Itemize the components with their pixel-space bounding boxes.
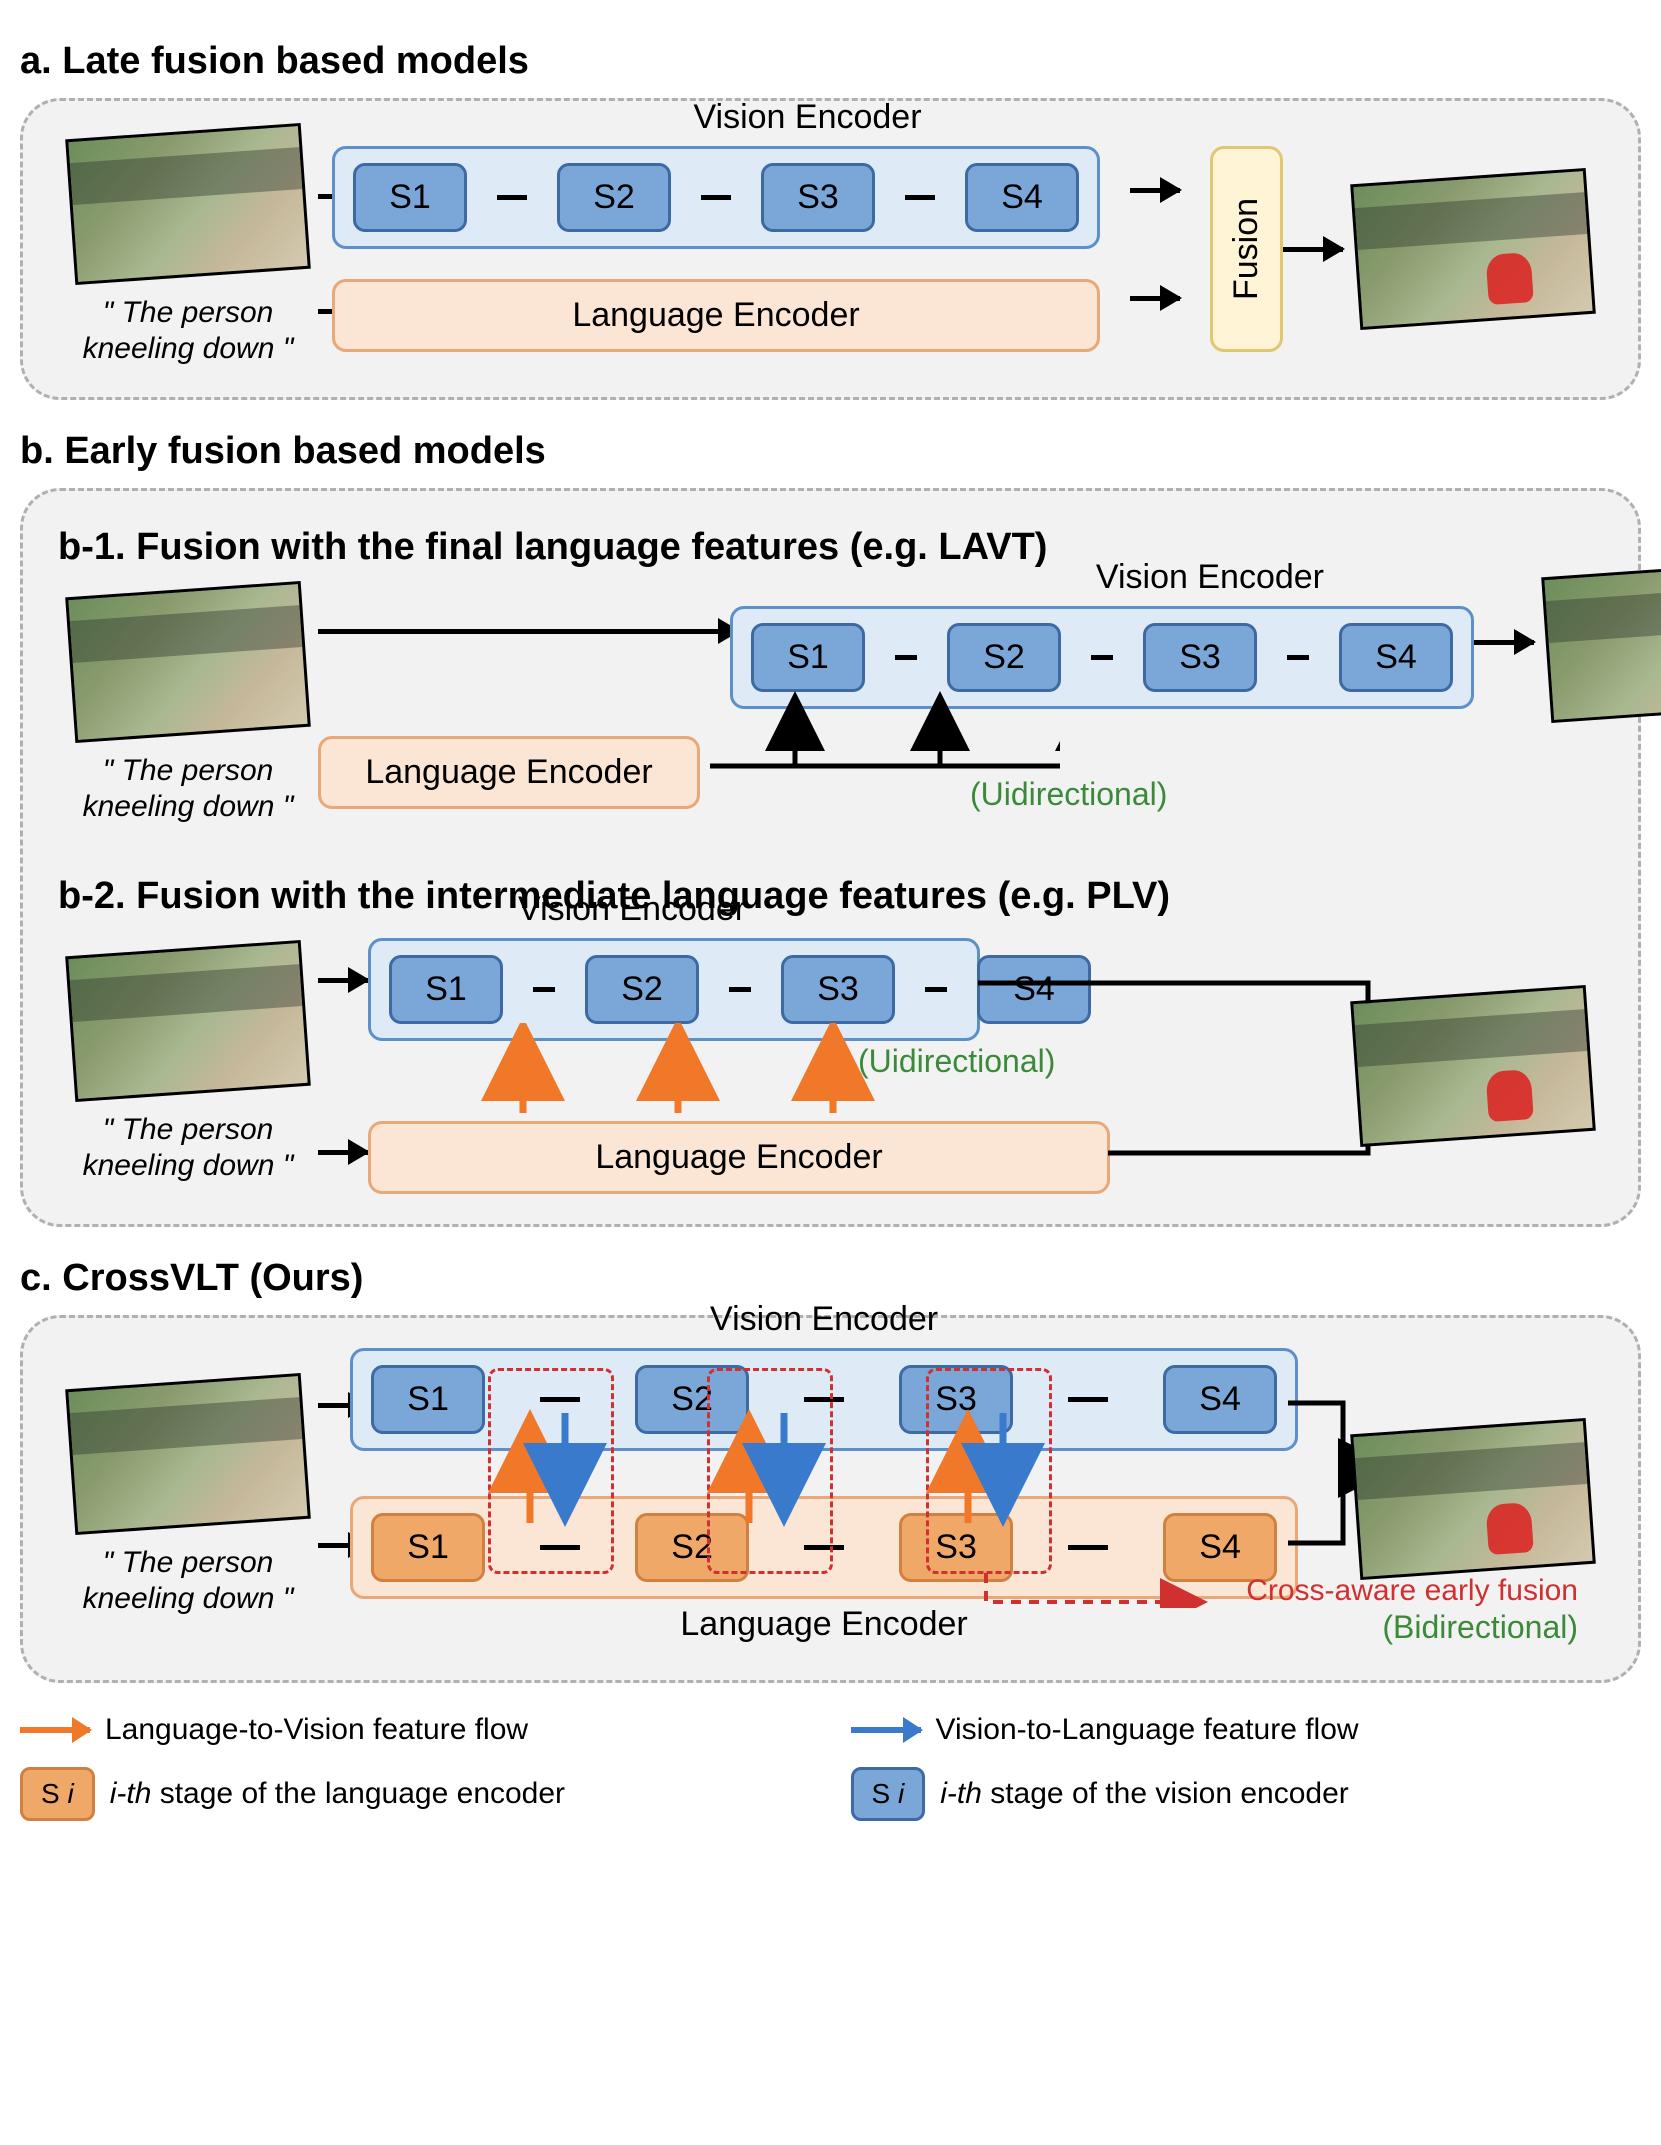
stage-vision: S1: [371, 1365, 485, 1434]
stage-vision: S1: [751, 623, 865, 692]
vision-encoder-a: S1 S2 S3 S4: [332, 146, 1100, 249]
input-column-c: " The person kneeling down ": [58, 1381, 318, 1617]
input-image-c: [65, 1373, 311, 1535]
stage-vision: S4: [1163, 1365, 1277, 1434]
legend-text: Language-to-Vision feature flow: [105, 1713, 528, 1747]
legend-text: i-th stage of the language encoder: [110, 1777, 565, 1811]
title-c: c. CrossVLT (Ours): [20, 1257, 1641, 1300]
vision-encoder-b1: S1 S2 S3 S4: [730, 606, 1474, 709]
encoder-area-b1: Vision Encoder Language Encoder S1 S2 S3…: [318, 606, 1474, 809]
output-image-a: [1350, 168, 1596, 330]
encoder-area-b2: Vision Encoder S1 S2 S3 S4: [368, 938, 1343, 1194]
vision-encoder-label-c: Vision Encoder: [350, 1300, 1298, 1339]
legend-text: Vision-to-Language feature flow: [936, 1713, 1359, 1747]
stage-vision: S3: [781, 955, 895, 1024]
input-image-b2: [65, 940, 311, 1102]
output-image-b2: [1350, 985, 1596, 1147]
input-caption-b1: " The person kneeling down ": [58, 753, 318, 825]
title-b2: b-2. Fusion with the intermediate langua…: [58, 875, 1603, 918]
stage-vision: S1: [389, 955, 503, 1024]
legend-text: i-th stage of the vision encoder: [940, 1777, 1349, 1811]
input-caption-a: " The person kneeling down ": [58, 295, 318, 367]
stage-vision: S2: [947, 623, 1061, 692]
legend-v2l-arrow: Vision-to-Language feature flow: [851, 1713, 1642, 1747]
arrow-blue-icon: [851, 1727, 921, 1733]
language-encoder-b1: Language Encoder: [318, 736, 700, 809]
stage-vision: S4: [965, 163, 1079, 232]
legend: Language-to-Vision feature flow Vision-t…: [20, 1713, 1641, 1821]
input-caption-c: " The person kneeling down ": [58, 1545, 318, 1617]
input-column-b2: " The person kneeling down ": [58, 948, 318, 1184]
output-image-b1: [1541, 561, 1661, 723]
stage-lang: S4: [1163, 1513, 1277, 1582]
output-image-c: [1350, 1418, 1596, 1580]
stage-vision: S2: [557, 163, 671, 232]
vision-encoder-b2: S1 S2 S3 S4: [368, 938, 980, 1041]
fusion-box-a: Fusion: [1210, 146, 1283, 352]
vision-encoder-label-b2: Vision Encoder: [518, 890, 746, 929]
stage-vision: S3: [761, 163, 875, 232]
cross-fusion-box: [926, 1368, 1052, 1574]
legend-lang-stage: S i i-th stage of the language encoder: [20, 1767, 811, 1821]
encoder-area-a: Vision Encoder S1 S2 S3 S4 Language Enco…: [332, 146, 1283, 352]
output-column-c: [1343, 1426, 1603, 1572]
stage-vision: S2: [585, 955, 699, 1024]
cross-fusion-box: [488, 1368, 614, 1574]
stage-vision: S1: [353, 163, 467, 232]
stage-vision: S3: [1143, 623, 1257, 692]
input-column-a: " The person kneeling down ": [58, 131, 318, 367]
unidirectional-b1: (Uidirectional): [970, 776, 1167, 813]
language-encoder-label-c: Language Encoder: [350, 1605, 1298, 1644]
input-image-a: [65, 123, 311, 285]
output-column-b1: [1534, 569, 1661, 715]
panel-c: " The person kneeling down " Vision Enco…: [20, 1315, 1641, 1683]
panel-b: b-1. Fusion with the final language feat…: [20, 488, 1641, 1227]
input-column-b1: " The person kneeling down ": [58, 589, 318, 825]
cross-aware-label: Cross-aware early fusion: [1246, 1574, 1578, 1608]
input-image-b1: [65, 581, 311, 743]
title-b: b. Early fusion based models: [20, 430, 1641, 473]
encoder-area-c: Vision Encoder S1 S2 S3 S4 S1 S2 S3: [350, 1348, 1298, 1650]
legend-l2v-arrow: Language-to-Vision feature flow: [20, 1713, 811, 1747]
stage-vision: S4: [977, 955, 1091, 1024]
panel-a: " The person kneeling down " Vision Enco…: [20, 98, 1641, 400]
vision-stage-icon: S i: [851, 1767, 926, 1821]
title-a: a. Late fusion based models: [20, 40, 1641, 83]
input-caption-b2: " The person kneeling down ": [58, 1112, 318, 1184]
output-column-a: [1343, 176, 1603, 322]
arrow-orange-icon: [20, 1727, 90, 1733]
stage-vision: S4: [1339, 623, 1453, 692]
cross-fusion-box: [707, 1368, 833, 1574]
vision-encoder-label-b1: Vision Encoder: [1096, 558, 1324, 597]
legend-vision-stage: S i i-th stage of the vision encoder: [851, 1767, 1642, 1821]
title-b1: b-1. Fusion with the final language feat…: [58, 526, 1603, 569]
bidirectional-c: (Bidirectional): [1382, 1609, 1578, 1646]
vision-encoder-label-a: Vision Encoder: [332, 98, 1283, 137]
unidirectional-b2: (Uidirectional): [858, 1043, 1055, 1080]
lang-stage-icon: S i: [20, 1767, 95, 1821]
language-encoder-a: Language Encoder: [332, 279, 1100, 352]
output-column-b2: [1343, 993, 1603, 1139]
stage-lang: S1: [371, 1513, 485, 1582]
language-encoder-b2: Language Encoder: [368, 1121, 1110, 1194]
